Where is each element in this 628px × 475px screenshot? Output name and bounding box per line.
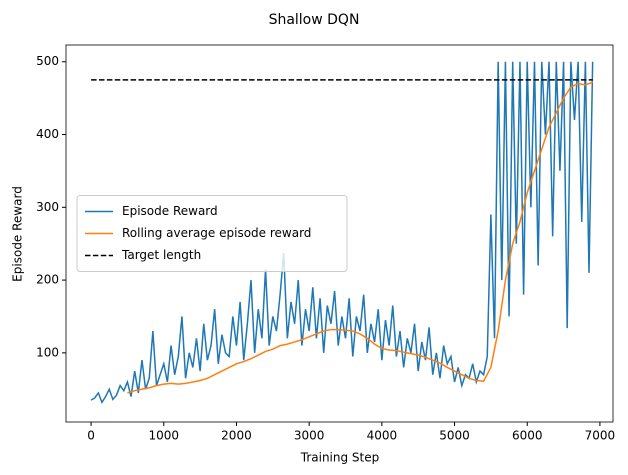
- x-axis-label: Training Step: [300, 451, 380, 465]
- x-tick-label: 5000: [439, 429, 470, 443]
- y-tick-label: 300: [36, 200, 59, 214]
- y-tick-label: 400: [36, 127, 59, 141]
- series-line: [127, 81, 593, 394]
- y-tick-label: 200: [36, 273, 59, 287]
- plot-frame: [65, 44, 614, 423]
- legend: Episode Reward Rolling average episode re…: [76, 195, 348, 272]
- x-tick-label: 7000: [585, 429, 616, 443]
- x-tick-label: 4000: [367, 429, 398, 443]
- y-axis-label: Episode Reward: [11, 186, 25, 282]
- chart-title: Shallow DQN: [269, 12, 360, 28]
- x-tick-label: 1000: [148, 429, 179, 443]
- series-line: [90, 61, 594, 405]
- y-tick-label: 500: [36, 54, 59, 68]
- legend-label: Rolling average episode reward: [122, 226, 311, 240]
- x-tick-label: 0: [87, 429, 95, 443]
- x-tick-label: 2000: [221, 429, 252, 443]
- x-tick-label: 6000: [512, 429, 543, 443]
- legend-label: Episode Reward: [122, 204, 218, 218]
- legend-box: [76, 195, 348, 272]
- legend-label: Target length: [121, 248, 201, 262]
- y-tick-label: 100: [36, 345, 59, 359]
- x-tick-label: 3000: [294, 429, 325, 443]
